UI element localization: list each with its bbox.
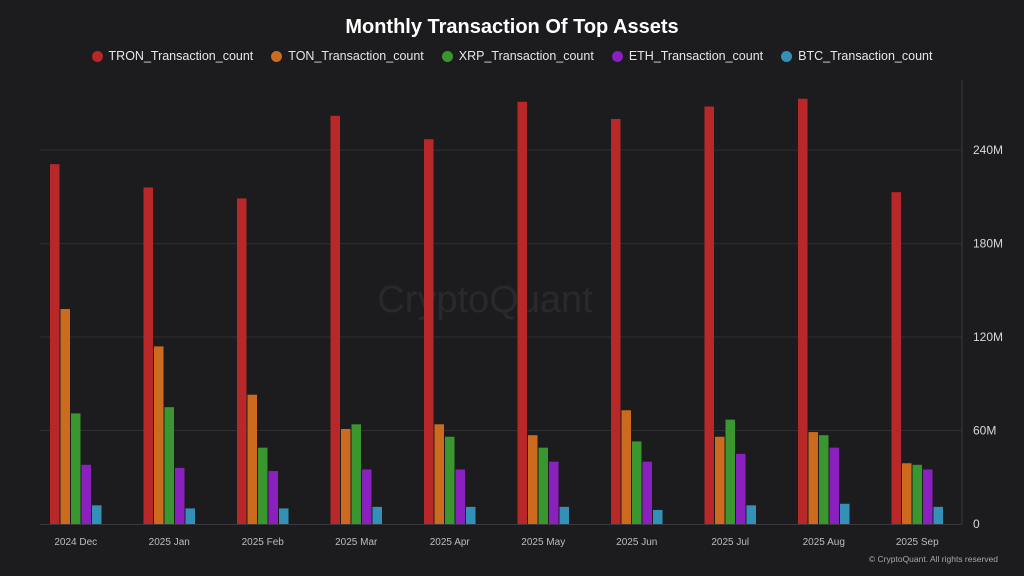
bar-eth-9[interactable] (923, 469, 933, 524)
bar-tron-5[interactable] (517, 101, 528, 525)
x-tick-label: 2025 Jul (711, 537, 749, 548)
bar-tron-9[interactable] (891, 192, 902, 524)
bar-xrp-0[interactable] (71, 413, 81, 524)
bar-ton-8[interactable] (808, 432, 819, 524)
bar-ton-3[interactable] (341, 428, 351, 524)
bar-xrp-6[interactable] (632, 441, 642, 524)
bar-xrp-4[interactable] (445, 436, 455, 524)
legend-swatch (271, 50, 283, 62)
bar-eth-7[interactable] (736, 453, 746, 524)
y-tick-label: 180M (973, 237, 1003, 251)
bar-ton-0[interactable] (60, 309, 71, 524)
bar-btc-8[interactable] (840, 503, 850, 524)
bar-ton-4[interactable] (434, 424, 445, 524)
bar-tron-2[interactable] (237, 198, 247, 524)
bar-tron-6[interactable] (611, 118, 621, 525)
bar-tron-8[interactable] (798, 98, 808, 525)
bar-btc-0[interactable] (92, 505, 102, 524)
legend-item-3[interactable]: ETH_Transaction_count (611, 49, 764, 63)
bar-eth-1[interactable] (175, 467, 185, 524)
bar-btc-6[interactable] (653, 509, 663, 524)
legend-swatch (781, 50, 793, 62)
bar-eth-5[interactable] (549, 461, 559, 524)
bar-btc-3[interactable] (372, 506, 383, 524)
y-tick-label: 120M (973, 330, 1003, 344)
legend-swatch (611, 50, 623, 62)
bars (50, 98, 944, 525)
bar-ton-9[interactable] (902, 463, 912, 524)
bar-ton-1[interactable] (154, 346, 164, 524)
legend-label: TON_Transaction_count (288, 49, 424, 63)
x-tick-label: 2025 Mar (335, 537, 378, 548)
legend-item-0[interactable]: TRON_Transaction_count (91, 49, 254, 63)
bar-btc-2[interactable] (279, 508, 289, 524)
bar-ton-5[interactable] (528, 435, 538, 524)
legend-label: TRON_Transaction_count (108, 49, 254, 63)
bar-xrp-5[interactable] (538, 447, 549, 524)
bar-btc-1[interactable] (185, 508, 196, 524)
bar-xrp-2[interactable] (258, 447, 268, 524)
y-tick-label: 240M (973, 143, 1003, 157)
legend-label: BTC_Transaction_count (798, 49, 933, 63)
bar-tron-1[interactable] (143, 187, 154, 524)
x-tick-label: 2025 Aug (803, 537, 845, 548)
bar-xrp-7[interactable] (725, 419, 736, 524)
bar-xrp-8[interactable] (819, 435, 829, 524)
x-tick-label: 2025 Feb (242, 537, 285, 548)
bar-ton-2[interactable] (247, 394, 258, 524)
chart-title: Monthly Transaction Of Top Assets (345, 16, 679, 38)
x-tick-label: 2025 Jan (149, 537, 190, 548)
bar-ton-6[interactable] (621, 410, 632, 524)
bar-tron-4[interactable] (424, 139, 434, 524)
legend-item-1[interactable]: TON_Transaction_count (271, 49, 424, 63)
bar-tron-7[interactable] (704, 106, 715, 525)
y-tick-label: 0 (973, 517, 980, 531)
y-tick-label: 60M (973, 424, 996, 438)
legend-swatch (91, 50, 103, 62)
bar-eth-0[interactable] (81, 464, 92, 524)
x-tick-label: 2024 Dec (54, 537, 97, 548)
bar-eth-3[interactable] (362, 469, 372, 524)
x-tick-label: 2025 May (521, 537, 565, 548)
x-tick-label: 2025 Apr (430, 537, 471, 548)
legend-swatch (441, 50, 453, 62)
bar-eth-6[interactable] (642, 461, 653, 524)
bar-eth-8[interactable] (829, 447, 840, 524)
bar-xrp-3[interactable] (351, 424, 362, 524)
legend-item-2[interactable]: XRP_Transaction_count (441, 49, 594, 63)
grid-lines (40, 149, 962, 432)
legend-label: ETH_Transaction_count (628, 49, 764, 63)
bar-tron-0[interactable] (50, 164, 60, 524)
bar-xrp-1[interactable] (164, 407, 175, 524)
bar-btc-7[interactable] (746, 505, 757, 524)
legend-item-4[interactable]: BTC_Transaction_count (781, 49, 932, 63)
x-tick-label: 2025 Jun (616, 537, 657, 548)
axes: 0 60M 120M 180M 240M 2024 Dec 2025 Jan 2025 Feb… (40, 80, 1003, 548)
bar-xrp-9[interactable] (912, 464, 923, 524)
bar-btc-9[interactable] (933, 506, 944, 524)
bar-btc-5[interactable] (559, 506, 570, 524)
bar-tron-3[interactable] (330, 115, 341, 525)
chart-legend: TRON_Transaction_count TON_Transaction_co… (0, 49, 1024, 63)
copyright-notice: © CryptoQuant. All rights reserved (868, 554, 998, 564)
bar-ton-7[interactable] (715, 436, 725, 524)
bar-btc-4[interactable] (466, 506, 476, 524)
legend-label: XRP_Transaction_count (458, 49, 594, 63)
watermark: CryptoQuant (377, 279, 593, 321)
bar-eth-4[interactable] (455, 469, 466, 524)
bar-eth-2[interactable] (268, 471, 279, 524)
x-tick-label: 2025 Sep (896, 537, 939, 548)
